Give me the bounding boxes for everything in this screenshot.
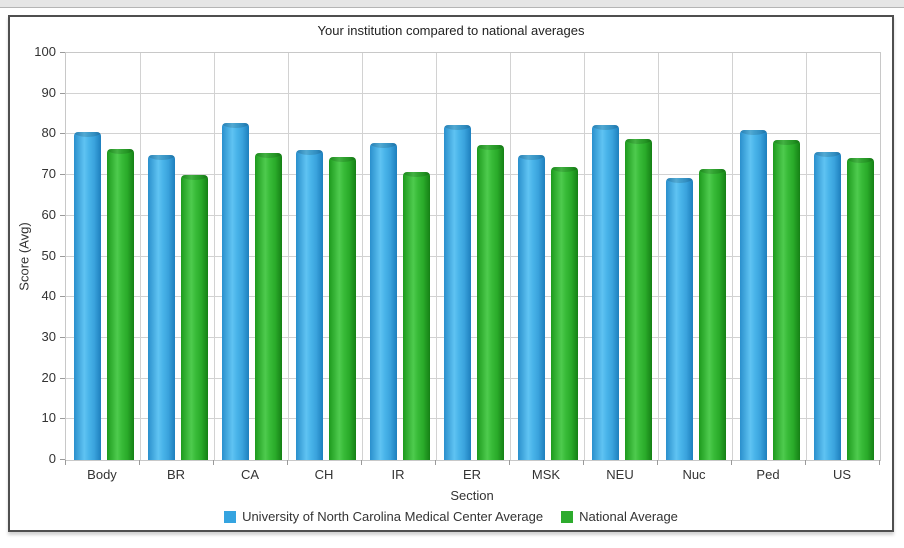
bar-national-IR (403, 171, 430, 460)
x-tick-mark (657, 460, 658, 465)
y-tick-mark (60, 336, 65, 338)
bar-national-NEU (625, 138, 652, 460)
bar-national-CH (329, 157, 356, 460)
y-tick-label: 50 (41, 247, 56, 263)
gridline-horizontal (66, 92, 880, 94)
x-tick-mark (435, 460, 436, 465)
y-tick-label: 90 (41, 84, 56, 100)
legend-swatch-national-icon (561, 510, 574, 523)
legend-item-national: National Average (561, 509, 678, 524)
bar-national-Ped (773, 140, 800, 460)
x-category-label-CH: CH (314, 467, 334, 482)
chart-title: Your institution compared to national av… (317, 23, 585, 38)
y-tick-label: 60 (41, 206, 56, 222)
bar-institution-MSK (518, 155, 545, 460)
x-category-label-Ped: Ped (756, 467, 780, 482)
gridline-horizontal (66, 214, 880, 216)
x-axis-label: Section (450, 488, 494, 503)
bar-national-Nuc (699, 168, 726, 460)
bar-national-MSK (551, 167, 578, 460)
y-tick-label: 40 (41, 288, 56, 304)
legend-label-institution: University of North Carolina Medical Cen… (242, 509, 544, 524)
x-tick-mark (65, 460, 66, 465)
x-tick-mark (139, 460, 140, 465)
y-tick-label: 10 (41, 410, 56, 426)
y-tick-mark (60, 255, 65, 257)
bar-national-BR (181, 175, 208, 460)
y-tick-label: 20 (41, 369, 56, 385)
x-tick-mark (731, 460, 732, 465)
bar-institution-NEU (592, 124, 619, 460)
gridline-vertical (658, 53, 659, 460)
gridline-horizontal (66, 418, 880, 420)
y-tick-label: 30 (41, 328, 56, 344)
gridline-vertical (510, 53, 511, 460)
gridline-vertical (732, 53, 733, 460)
y-tick-mark (60, 459, 65, 460)
legend: University of North Carolina Medical Cen… (10, 509, 892, 524)
bar-institution-US (814, 152, 841, 460)
gridline-vertical (362, 53, 363, 460)
gridline-horizontal (66, 336, 880, 338)
bar-institution-IR (370, 142, 397, 460)
bar-institution-CA (222, 123, 249, 460)
gridline-horizontal (66, 174, 880, 176)
y-tick-mark (60, 52, 65, 53)
y-tick-label: 0 (48, 451, 56, 466)
x-category-label-ER: ER (462, 467, 482, 482)
x-tick-mark (361, 460, 362, 465)
x-tick-mark (509, 460, 510, 465)
gridline-vertical (140, 53, 141, 460)
x-category-label-MSK: MSK (531, 467, 561, 482)
y-tick-label: 80 (41, 125, 56, 141)
bar-institution-Nuc (666, 178, 693, 460)
bar-national-CA (255, 153, 282, 460)
x-category-label-US: US (832, 467, 852, 482)
bar-institution-ER (444, 124, 471, 460)
gridline-horizontal (66, 377, 880, 379)
y-tick-mark (60, 92, 65, 94)
y-tick-mark (60, 296, 65, 298)
legend-label-national: National Average (579, 509, 678, 524)
top-band (0, 0, 904, 8)
x-category-label-IR: IR (391, 467, 405, 482)
gridline-vertical (436, 53, 437, 460)
bar-national-US (847, 158, 874, 460)
bar-institution-Body (74, 132, 101, 460)
gridline-vertical (806, 53, 807, 460)
gridline-horizontal (66, 296, 880, 298)
y-tick-label: 70 (41, 166, 56, 182)
x-tick-mark (805, 460, 806, 465)
x-category-label-Nuc: Nuc (682, 467, 706, 482)
x-tick-mark (213, 460, 214, 465)
x-category-label-Body: Body (87, 467, 117, 482)
x-tick-mark (583, 460, 584, 465)
gridline-vertical (214, 53, 215, 460)
y-tick-mark (60, 377, 65, 379)
gridline-horizontal (66, 255, 880, 257)
bar-institution-BR (148, 155, 175, 460)
y-tick-mark (60, 133, 65, 135)
bar-institution-Ped (740, 129, 767, 460)
plot-area (65, 52, 881, 461)
legend-swatch-institution-icon (224, 510, 237, 523)
bar-institution-CH (296, 150, 323, 460)
chart-container: Your institution compared to national av… (8, 15, 894, 532)
gridline-vertical (288, 53, 289, 460)
y-tick-label: 100 (34, 44, 56, 59)
gridline-horizontal (66, 133, 880, 135)
x-tick-mark (287, 460, 288, 465)
x-category-label-NEU: NEU (606, 467, 634, 482)
y-tick-mark (60, 214, 65, 216)
x-category-label-CA: CA (240, 467, 260, 482)
bar-national-ER (477, 144, 504, 460)
x-tick-mark (879, 460, 880, 465)
legend-item-institution: University of North Carolina Medical Cen… (224, 509, 543, 524)
y-tick-mark (60, 174, 65, 176)
gridline-vertical (584, 53, 585, 460)
y-tick-mark (60, 418, 65, 420)
bar-national-Body (107, 149, 134, 460)
x-category-label-BR: BR (166, 467, 186, 482)
